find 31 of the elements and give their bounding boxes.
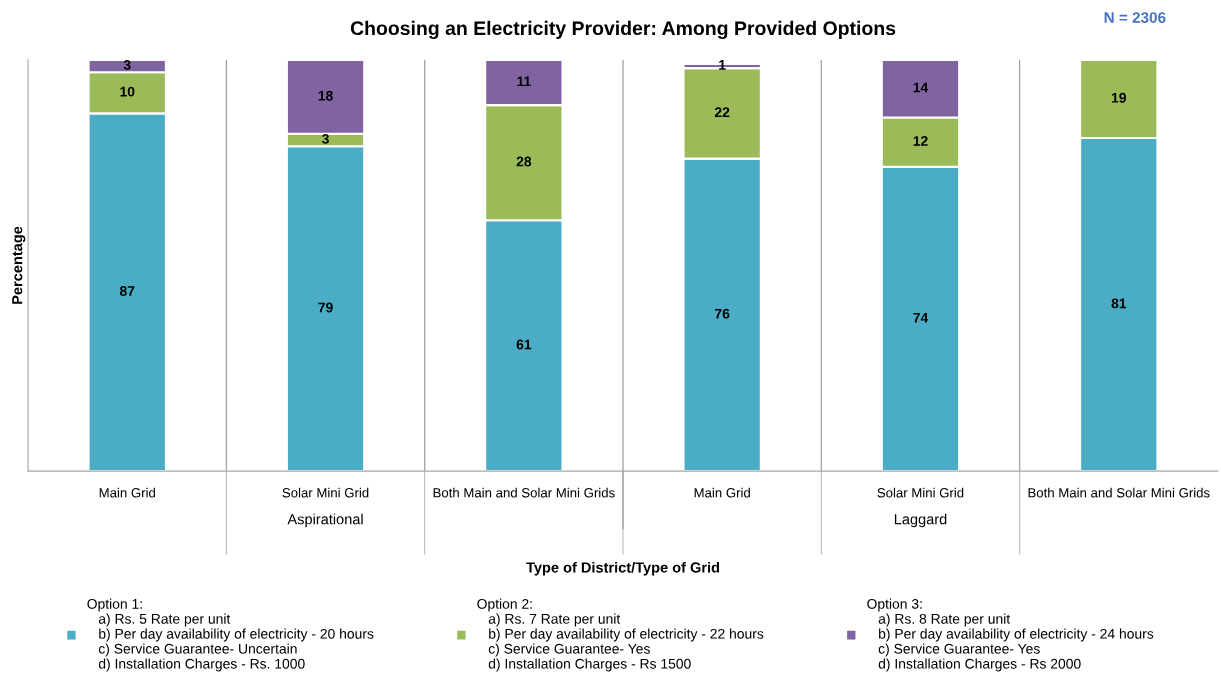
y-axis-title: Percentage (12, 226, 26, 304)
text: Laggard (894, 513, 947, 528)
data-label: 61 (516, 339, 532, 350)
legend-label: Option 1: a) Rs. 5 Rate per unit b) Per day availability of electricity - 20 hours c) Service Guarantee- Uncertain d) Installation Charges - Rs. 1000 (87, 598, 374, 672)
data-label: 81 (1111, 298, 1127, 309)
x-tick-label: Main Grid (694, 487, 750, 498)
data-label: 79 (318, 302, 333, 313)
x-tick-label: Both Main and Solar Mini Grids (1028, 487, 1210, 498)
data-label: 28 (516, 156, 532, 167)
data-label: 74 (913, 312, 929, 323)
data-label: 10 (120, 86, 135, 97)
data-label: 76 (715, 308, 730, 319)
data-label: 11 (517, 76, 531, 87)
text: Aspirational (287, 513, 363, 528)
x-tick-label: Main Grid (99, 487, 155, 498)
data-label: 12 (913, 136, 928, 146)
text: N = 2306 (1104, 12, 1166, 23)
x-axis-title: Type of District/Type of Grid (526, 561, 720, 576)
x-tick-label: Solar Mini Grid (877, 487, 964, 498)
data-label: 87 (119, 286, 135, 296)
data-label: 18 (318, 90, 333, 101)
data-label: 14 (913, 82, 929, 93)
data-label: 19 (1111, 92, 1126, 103)
legend-label: Option 3: a) Rs. 8 Rate per unit b) Per day availability of electricity - 24 hours c) Service Guarantee- Yes d) Installation Charges - Rs 2000 (867, 598, 1154, 672)
data-label: 3 (123, 59, 131, 70)
x-tick-label: Solar Mini Grid (282, 487, 369, 498)
chart-title: Choosing an Electricity Provider: Among Provided Options (350, 20, 896, 40)
legend-label: Option 2: a) Rs. 7 Rate per unit b) Per day availability of electricity - 22 hours c) Service Guarantee- Yes d) Installation Charges - Rs 1500 (477, 598, 764, 672)
data-label: 3 (322, 133, 329, 144)
x-tick-label: Both Main and Solar Mini Grids (433, 487, 615, 498)
data-label: 22 (714, 107, 730, 117)
